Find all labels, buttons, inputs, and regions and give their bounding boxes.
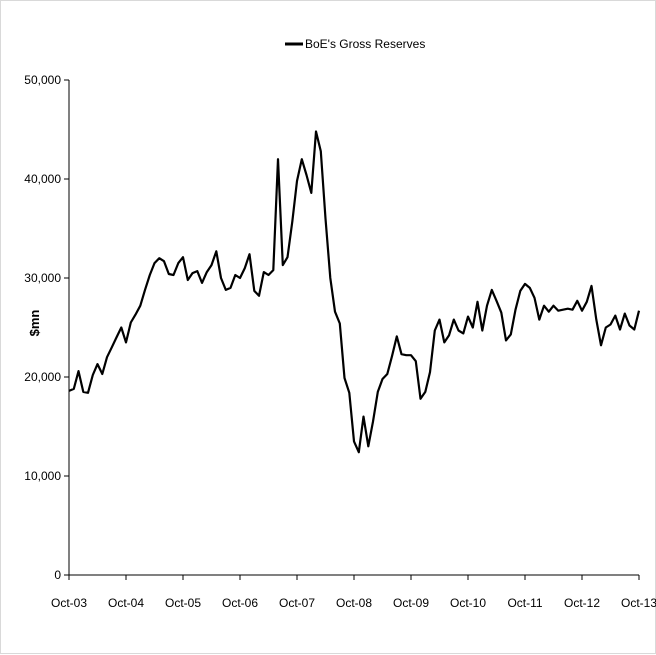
x-tick-label: Oct-12: [564, 596, 600, 610]
legend: BoE's Gross Reserves: [285, 37, 425, 51]
x-tick-label: Oct-05: [165, 596, 201, 610]
x-tick-label: Oct-04: [108, 596, 144, 610]
y-tick-label: 30,000: [24, 271, 61, 285]
y-tick-label: 40,000: [24, 172, 61, 186]
legend-label: BoE's Gross Reserves: [305, 37, 425, 51]
x-axis: Oct-03 Oct-04 Oct-05 Oct-06 Oct-07 Oct-08 Oct-…: [51, 574, 656, 610]
y-tick-label: 10,000: [24, 469, 61, 483]
y-tick-label: 20,000: [24, 370, 61, 384]
y-axis-title: $mn: [27, 310, 42, 337]
y-axis: 0 10,000 20,000 30,000 40,000 50,000: [24, 73, 70, 582]
y-tick-label: 50,000: [24, 73, 61, 87]
x-tick-label: Oct-03: [51, 596, 87, 610]
x-tick-label: Oct-06: [222, 596, 258, 610]
series-line-boe-gross-reserves: [68, 130, 641, 454]
x-tick-label: Oct-09: [393, 596, 429, 610]
y-tick-label: 0: [54, 568, 61, 582]
x-tick-label: Oct-13: [621, 596, 656, 610]
series-group: [68, 130, 641, 454]
x-tick-label: Oct-07: [279, 596, 315, 610]
x-tick-label: Oct-11: [507, 596, 542, 610]
x-tick-label: Oct-08: [336, 596, 372, 610]
x-tick-label: Oct-10: [450, 596, 486, 610]
